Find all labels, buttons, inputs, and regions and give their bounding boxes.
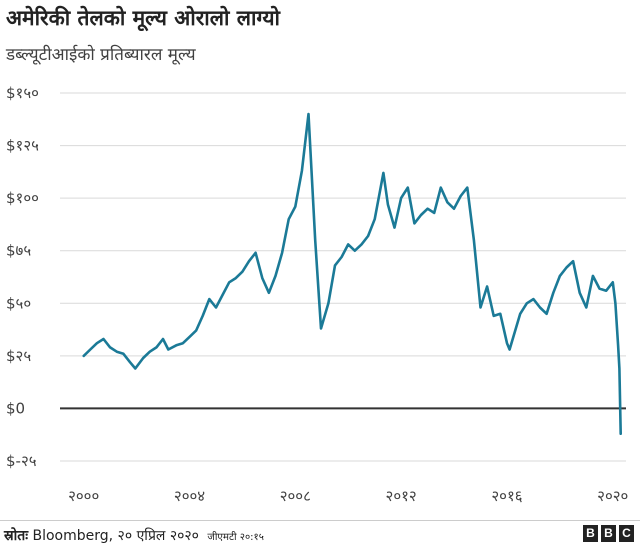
grid xyxy=(60,92,626,462)
y-tick-label: $२५ xyxy=(6,347,31,365)
x-tick-label: २०२० xyxy=(597,487,628,505)
footer-divider xyxy=(0,520,640,521)
x-axis-ticks: २००० २००४ २००८ २०१२ २०१६ २०२० xyxy=(68,487,628,505)
chart-title: अमेरिकी तेलको मूल्य ओरालो लाग्यो xyxy=(6,6,280,30)
bbc-logo: B B C xyxy=(583,525,634,542)
bbc-logo-letter: C xyxy=(619,525,634,542)
y-tick-label: $७५ xyxy=(6,242,31,260)
y-tick-label: $५० xyxy=(6,294,31,312)
source-label: स्रोतः xyxy=(4,528,29,544)
bbc-logo-letter: B xyxy=(583,525,598,542)
source-note: स्रोतः Bloomberg, २० एप्रिल २०२० जीएमटी … xyxy=(4,526,264,545)
y-tick-label: $१५० xyxy=(6,84,39,102)
x-tick-label: २०१६ xyxy=(491,487,522,505)
y-tick-label: $१२५ xyxy=(6,137,39,155)
y-tick-label: $-२५ xyxy=(6,452,37,470)
y-axis-ticks: $१५० $१२५ $१०० $७५ $५० $२५ $0 $-२५ xyxy=(6,84,39,470)
x-tick-label: २०१२ xyxy=(386,487,417,505)
y-tick-label: $0 xyxy=(6,399,25,417)
x-tick-label: २००० xyxy=(68,487,99,505)
timestamp: जीएमटी २०:१५ xyxy=(207,532,264,543)
x-tick-label: २००४ xyxy=(174,487,205,505)
source-text: Bloomberg, २० एप्रिल २०२० xyxy=(32,528,199,544)
series-line xyxy=(82,112,622,435)
chart-subtitle: डब्ल्यूटीआईको प्रतिब्यारल मूल्य xyxy=(6,45,196,65)
y-tick-label: $१०० xyxy=(6,189,39,207)
x-tick-label: २००८ xyxy=(280,487,311,505)
series-layer xyxy=(82,112,622,435)
line-chart: $१५० $१२५ $१०० $७५ $५० $२५ $0 $-२५ २००० २००४ २००८… xyxy=(6,84,628,505)
bbc-logo-letter: B xyxy=(601,525,616,542)
